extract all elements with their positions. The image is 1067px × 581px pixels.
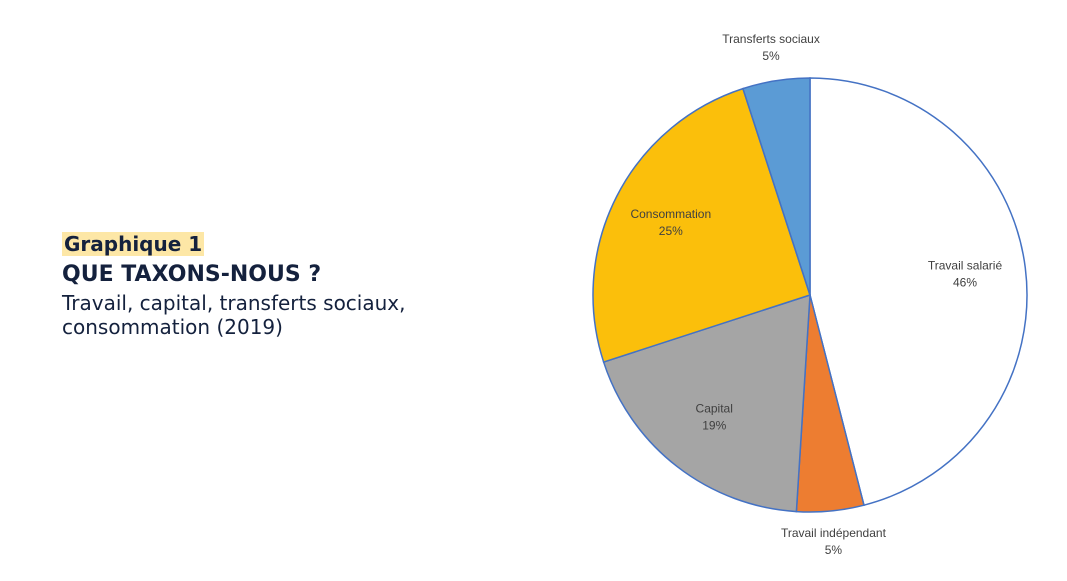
pie-slice	[602, 293, 811, 513]
slice-value: 25%	[659, 224, 683, 238]
slice-label: Travail indépendant	[781, 526, 887, 540]
pie-slice	[809, 77, 1028, 507]
slice-value: 5%	[825, 543, 843, 557]
slice-label: Transferts sociaux	[722, 32, 820, 46]
slice-value: 5%	[762, 49, 780, 63]
slice-value: 46%	[953, 276, 977, 290]
kicker: Graphique 1	[62, 232, 205, 256]
chart-title: QUE TAXONS-NOUS ?	[62, 262, 322, 287]
chart-subtitle: Travail, capital, transferts sociaux, co…	[62, 291, 406, 339]
heading: Graphique 1 QUE TAXONS-NOUS ? Travail, c…	[62, 232, 492, 339]
slice-label: Travail salarié	[928, 259, 1003, 273]
pie-slice	[592, 87, 811, 364]
slice-label: Capital	[696, 402, 733, 416]
pie-slice	[741, 77, 811, 296]
slice-value: 19%	[702, 419, 726, 433]
slice-label: Consommation	[630, 207, 711, 221]
